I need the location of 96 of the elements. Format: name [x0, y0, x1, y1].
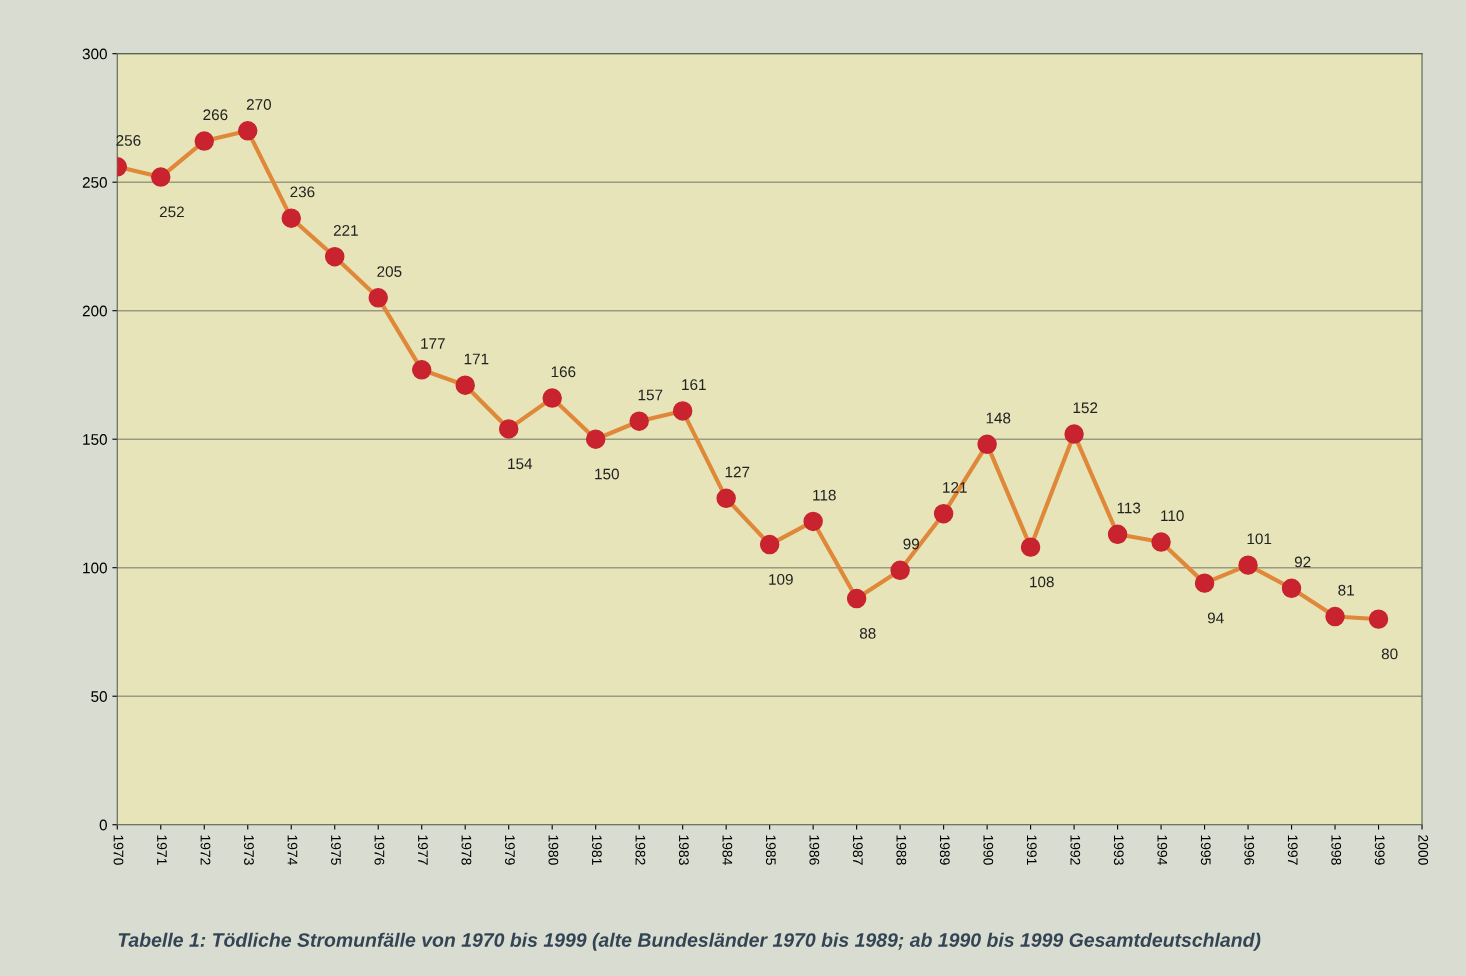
x-tick-label: 1995 [1200, 835, 1211, 865]
data-label: 81 [1338, 584, 1354, 596]
data-label: 101 [1247, 533, 1272, 545]
x-tick-label: 1973 [244, 835, 254, 865]
text: Tabelle 1: Tödliche Stromunfälle von 1970 bis 1999 (alte Bundesländer 1970 bis 1989; ab 1990 bis 1999 Gesamtdeutschland) [118, 932, 1261, 951]
x-tick-label: 1974 [287, 835, 298, 865]
x-tick-label: 1983 [678, 835, 689, 865]
y-tick-label: 100 [83, 562, 107, 574]
point [1325, 606, 1345, 627]
x-tick-label: 1982 [635, 835, 646, 865]
x-tick-label: 1997 [1287, 835, 1298, 865]
point [759, 534, 780, 555]
point [977, 434, 997, 455]
x-tick-label: 1996 [1244, 835, 1255, 865]
data-label: 205 [377, 266, 402, 277]
data-label: 266 [203, 109, 228, 121]
data-label: 171 [464, 353, 489, 365]
y-tick-label: 50 [91, 691, 107, 702]
point [629, 411, 649, 431]
point [1107, 524, 1128, 545]
x-tick-label: 1999 [1374, 835, 1385, 865]
point [1064, 424, 1084, 444]
data-label: 88 [859, 627, 876, 639]
x-tick-label: 1984 [722, 835, 733, 865]
x-tick-label: 1994 [1157, 835, 1168, 865]
data-label: 148 [986, 412, 1011, 424]
data-label: 110 [1161, 510, 1184, 522]
data-label: 166 [551, 366, 576, 378]
point [194, 131, 214, 151]
x-tick-label: 1993 [1113, 835, 1124, 865]
y-tick-label: 150 [83, 434, 107, 445]
point [672, 401, 693, 421]
data-label: 236 [290, 186, 315, 198]
point [1020, 537, 1041, 557]
x-tick-label: 1985 [765, 835, 776, 865]
x-tick-label: 1980 [548, 835, 559, 865]
data-label: 221 [333, 225, 358, 236]
data-label: 154 [508, 458, 533, 470]
y-tick-label: 300 [82, 48, 107, 60]
x-tick-label: 2000 [1418, 835, 1429, 865]
data-label: 94 [1207, 612, 1224, 624]
point [368, 288, 388, 308]
data-label: 99 [903, 538, 920, 550]
point [1238, 555, 1258, 575]
point [151, 167, 171, 187]
point [803, 511, 823, 532]
x-tick-label: 1986 [809, 835, 820, 865]
data-label: 109 [769, 573, 793, 585]
point [325, 246, 345, 267]
data-label: 270 [246, 99, 272, 110]
x-tick-label: 1975 [331, 835, 341, 865]
point [933, 504, 954, 524]
point [411, 360, 432, 380]
data-label: 127 [725, 466, 750, 478]
point [281, 208, 301, 228]
x-tick-label: 1987 [852, 835, 863, 865]
x-tick-label: 1978 [461, 835, 472, 865]
point [846, 588, 867, 609]
x-tick-label: 1998 [1331, 835, 1342, 865]
x-tick-label: 1988 [896, 835, 907, 865]
data-label: 177 [421, 338, 445, 349]
y-tick-label: 250 [82, 177, 107, 188]
point [1151, 532, 1171, 552]
x-tick-label: 1972 [200, 835, 211, 865]
point [1281, 578, 1302, 598]
point [585, 429, 606, 449]
data-label: 252 [159, 206, 184, 218]
data-label: 157 [638, 389, 663, 401]
x-tick-label: 1977 [417, 835, 428, 865]
x-tick-label: 1971 [157, 835, 167, 865]
point [716, 488, 736, 509]
data-label: 108 [1030, 576, 1054, 588]
x-tick-label: 1991 [1026, 835, 1037, 865]
data-label: 161 [682, 379, 706, 391]
data-label: 80 [1381, 648, 1398, 660]
point [498, 419, 519, 439]
point [890, 560, 910, 580]
data-label: 150 [595, 468, 619, 480]
data-label: 152 [1073, 402, 1098, 414]
point [455, 375, 475, 395]
data-label: 118 [813, 489, 836, 501]
point [542, 388, 562, 408]
x-tick-label: 1979 [504, 835, 515, 865]
x-tick-label: 1990 [983, 835, 994, 865]
data-label: 92 [1294, 556, 1311, 568]
data-label: 113 [1117, 502, 1141, 514]
y-tick-label: 0 [99, 819, 107, 831]
x-tick-label: 1970 [113, 835, 124, 865]
x-tick-label: 1992 [1070, 835, 1081, 865]
x-tick-label: 1981 [591, 835, 602, 865]
point [1368, 609, 1389, 629]
x-tick-label: 1989 [939, 835, 950, 865]
y-tick-label: 200 [82, 305, 107, 317]
point [1194, 573, 1215, 593]
point [238, 121, 258, 141]
x-tick-label: 1976 [374, 835, 385, 865]
